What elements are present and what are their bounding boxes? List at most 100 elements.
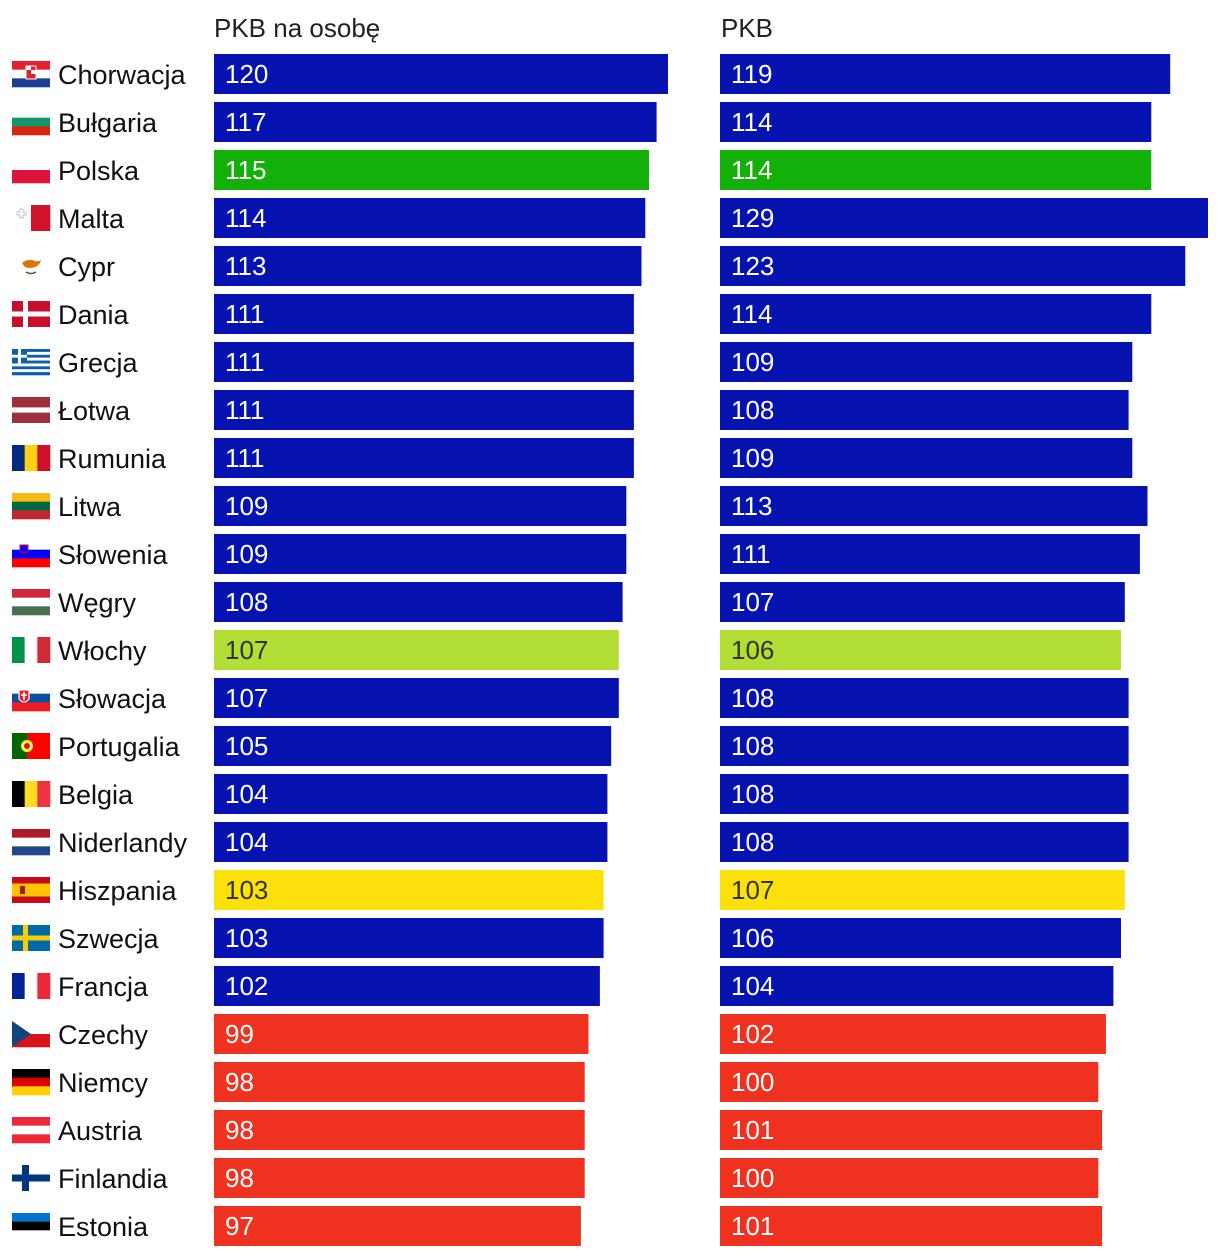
value-label: 108 [731,779,774,809]
hungary-flag-icon [12,589,50,616]
value-label: 105 [225,731,268,761]
bar-slowenia-pkb [720,534,1140,574]
value-label: 111 [225,443,265,473]
austria-flag-icon [12,1117,50,1144]
country-label: Bułgaria [58,108,158,138]
value-label: 102 [225,971,268,1001]
country-label: Hiszpania [58,876,178,906]
value-label: 106 [731,635,774,665]
bar-lotwa-pkb [720,390,1129,430]
value-label: 104 [225,779,268,809]
country-label: Polska [58,156,140,186]
country-label: Szwecja [58,924,160,954]
bar-rumunia-pkb-per-capita [214,438,634,478]
row-dania: Dania 111 114 [12,294,1152,334]
row-belgia: Belgia 104 108 [12,774,1129,814]
value-label: 115 [225,155,266,185]
country-label: Austria [58,1116,143,1146]
bar-lotwa-pkb-per-capita [214,390,634,430]
bar-chorwacja-pkb-per-capita [214,54,668,94]
bar-estonia-pkb [720,1206,1103,1246]
bar-dania-pkb [720,294,1152,334]
france-flag-icon [12,973,51,999]
country-label: Rumunia [58,444,167,474]
country-label: Malta [58,204,125,234]
row-bulgaria: Bułgaria 117 114 [12,102,1152,142]
bar-niemcy-pkb [720,1062,1099,1102]
bar-portugalia-pkb-per-capita [214,726,612,766]
value-label: 100 [731,1163,774,1193]
latvia-flag-icon [12,397,50,423]
country-label: Dania [58,300,130,330]
row-portugalia: Portugalia 105 108 [12,726,1129,766]
bar-austria-pkb [720,1110,1103,1150]
country-label: Łotwa [58,396,131,426]
cyprus-flag-icon [12,253,50,279]
value-label: 99 [225,1019,254,1049]
bar-grecja-pkb-per-capita [214,342,634,382]
series-title-pkb: PKB [721,13,773,43]
sweden-flag-icon [12,925,50,951]
value-label: 97 [225,1211,254,1241]
bar-malta-pkb-per-capita [214,198,646,238]
bar-czechy-pkb [720,1014,1106,1054]
row-estonia: Estonia 97 101 [12,1206,1103,1246]
value-label: 104 [225,827,268,857]
value-label: 114 [225,203,266,233]
poland-flag-icon [12,157,50,184]
row-niemcy: Niemcy 98 100 [12,1062,1099,1102]
country-label: Niderlandy [58,828,188,858]
value-label: 103 [225,875,268,905]
bar-hiszpania-pkb [720,870,1125,910]
country-label: Litwa [58,492,122,522]
row-hiszpania: Hiszpania 103 107 [12,870,1125,910]
value-label: 107 [731,875,774,905]
bar-finlandia-pkb-per-capita [214,1158,585,1198]
bar-francja-pkb-per-capita [214,966,600,1006]
row-finlandia: Finlandia 98 100 [12,1158,1099,1198]
value-label: 111 [731,539,771,569]
value-label: 109 [731,347,774,377]
country-label: Grecja [58,348,139,378]
value-label: 108 [225,587,268,617]
bar-austria-pkb-per-capita [214,1110,585,1150]
bar-chorwacja-pkb [720,54,1171,94]
value-label: 114 [731,107,772,137]
series-title-pkb-per-capita: PKB na osobę [214,13,380,43]
row-czechy: Czechy 99 102 [12,1014,1106,1054]
value-label: 113 [225,251,266,281]
value-label: 108 [731,827,774,857]
bar-polska-pkb-per-capita [214,150,649,190]
value-label: 108 [731,395,774,425]
greece-flag-icon [12,349,50,376]
value-label: 101 [731,1115,774,1145]
croatia-flag-icon [12,61,50,88]
value-label: 111 [225,395,265,425]
bar-niderlandy-pkb [720,822,1129,862]
bar-szwecja-pkb-per-capita [214,918,604,958]
country-label: Słowacja [58,684,167,714]
portugal-flag-icon [12,733,50,759]
value-label: 103 [225,923,268,953]
bar-litwa-pkb [720,486,1148,526]
value-label: 106 [731,923,774,953]
denmark-flag-icon [12,301,50,327]
value-label: 114 [731,299,772,329]
country-label: Francja [58,972,149,1002]
bar-dania-pkb-per-capita [214,294,634,334]
value-label: 119 [731,59,772,89]
value-label: 109 [225,491,268,521]
country-label: Cypr [58,252,115,282]
bar-slowenia-pkb-per-capita [214,534,627,574]
estonia-flag-icon [12,1213,50,1240]
value-label: 111 [225,347,265,377]
bar-hiszpania-pkb-per-capita [214,870,604,910]
value-label: 101 [731,1211,774,1241]
bar-czechy-pkb-per-capita [214,1014,589,1054]
bar-litwa-pkb-per-capita [214,486,627,526]
row-polska: Polska 115 114 [12,150,1152,190]
value-label: 107 [731,587,774,617]
bar-estonia-pkb-per-capita [214,1206,581,1246]
romania-flag-icon [12,445,51,471]
